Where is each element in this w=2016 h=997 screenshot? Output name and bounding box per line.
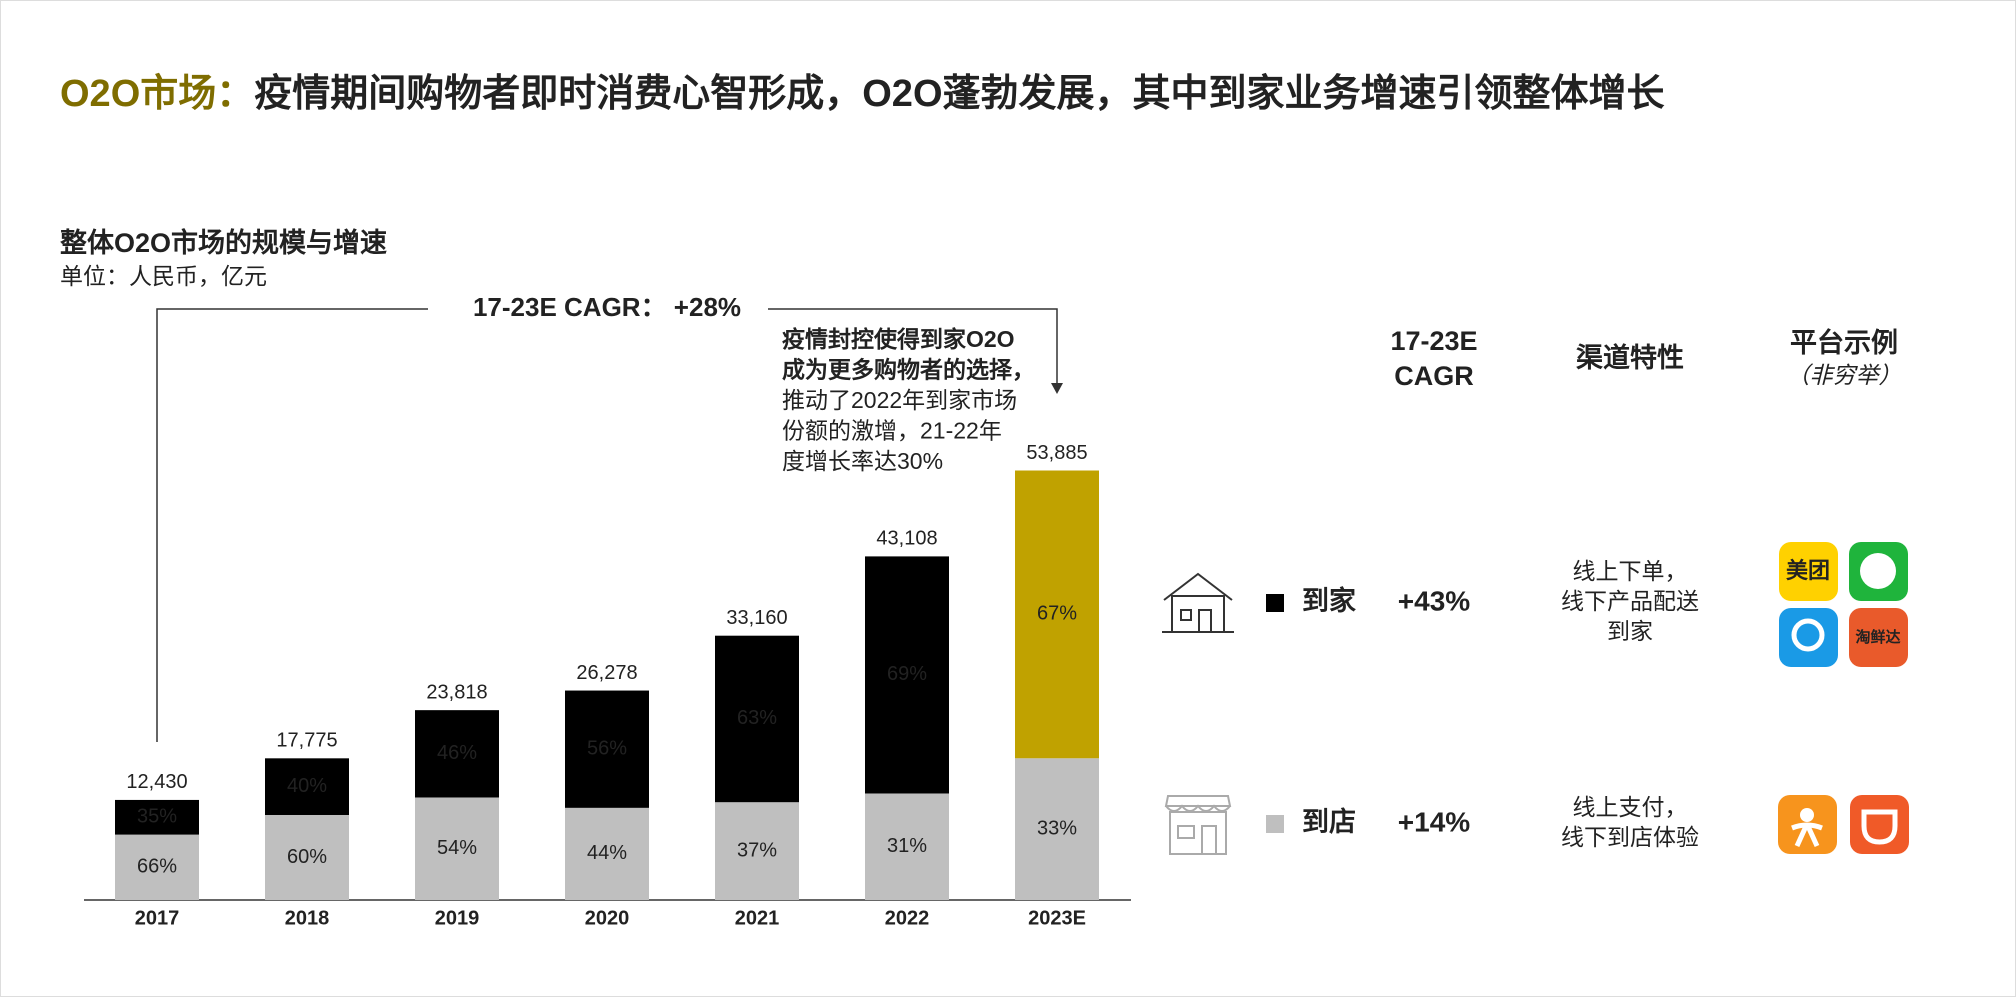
cagr-bg [428,292,768,326]
note-line: 成为更多购物者的选择， [782,357,1035,383]
segment-label: 40% [287,775,327,797]
bar-segment [115,834,199,900]
bar-segment [415,710,499,798]
dianping-icon-mark [1800,808,1814,822]
x-tick-label: 2020 [585,907,630,929]
segment-label: 54% [437,837,477,859]
note: 疫情封控使得到家O2O 成为更多购物者的选择， 推动了2022年到家市场份额的激增，… [782,326,1035,474]
header-cagr: 17-23E [1390,326,1477,356]
bar-segment [115,799,199,835]
bars: 2017 66% 35% 12,430 2018 60% 40% 17,775 2019 54% 4… [115,442,1099,929]
total-label: 43,108 [876,528,937,550]
chart-subtitle: 单位：人民币，亿元 [60,263,267,289]
bar-segment [715,635,799,803]
row-cagr: +43% [1398,585,1470,616]
taoxianda-icon [1849,608,1908,667]
slide-title: O2O市场：疫情期间购物者即时消费心智形成，O2O蓬勃发展，其中到家业务增速引领… [60,73,1665,115]
x-tick-label: 2022 [885,907,930,929]
total-label: 26,278 [576,662,637,684]
header-platform: 平台示例 [1790,327,1898,358]
x-tick-label: 2018 [285,907,330,929]
meituan-store-icon [1850,795,1909,854]
x-tick-label: 2023E [1028,907,1086,929]
segment-label: 66% [137,856,177,878]
eleme-icon-mark [1791,618,1825,652]
bar-segment [565,807,649,900]
segment-label: 33% [1037,817,1077,839]
chart-title: 整体O2O市场的规模与增速 [60,227,387,258]
eleme-icon [1779,608,1838,667]
segment-label: 35% [137,806,177,828]
segment-label: 63% [737,707,777,729]
note-line: 度增长率达30% [782,448,943,474]
row-desc: 线上下单， [1573,558,1688,584]
header-platform-note: （非穷举） [1787,362,1902,388]
note-line: 推动了2022年到家市场 [782,387,1017,413]
total-label: 17,775 [276,730,337,752]
home-icon [1162,572,1234,633]
note-line: 疫情封控使得到家O2O [782,326,1015,352]
x-tick-label: 2021 [735,907,780,929]
total-label: 12,430 [126,771,187,793]
bar-segment [715,802,799,900]
meituan-icon [1779,542,1838,601]
bar-segment [865,793,949,900]
bar-segment [265,814,349,900]
x-tick-label: 2017 [135,907,180,929]
bar-segment [1015,470,1099,759]
header-channel: 渠道特性 [1576,342,1684,373]
store-icon [1164,795,1232,855]
total-label: 53,885 [1026,442,1087,464]
row-desc: 线下到店体验 [1561,824,1699,850]
note-line: 份额的激增，21-22年 [782,418,1002,444]
title-text: 疫情期间购物者即时消费心智形成，O2O蓬勃发展，其中到家业务增速引领整体增长 [254,73,1664,115]
bar-segment [415,797,499,900]
cagr-label: 17-23E CAGR： +28% [473,292,741,322]
cagr-arrow [1051,383,1063,394]
x-tick-label: 2019 [435,907,480,929]
bar-segment [1015,758,1099,900]
segment-label: 44% [587,842,627,864]
segment-label: 67% [1037,603,1077,625]
segment-label: 31% [887,835,927,857]
platform-label: 美团 [1786,558,1830,583]
row-cagr: +14% [1398,806,1470,837]
row-desc: 线下产品配送 [1561,588,1699,614]
total-label: 23,818 [426,681,487,703]
row-desc: 到家 [1607,618,1653,644]
segment-label: 37% [737,839,777,861]
meituan-store-icon-mark [1861,809,1898,845]
platform-label: 淘鲜达 [1854,628,1900,646]
note-bg [775,325,1045,475]
header-cagr: CAGR [1394,361,1474,391]
segment-label: 56% [587,737,627,759]
legend-label: 到店 [1302,807,1356,837]
bar-segment [865,556,949,794]
title-highlight: O2O市场： [60,73,254,115]
jd-icon-face [1860,553,1896,589]
segment-label: 69% [887,663,927,685]
legend-label: 到家 [1302,585,1356,616]
segment-label: 60% [287,846,327,868]
total-label: 33,160 [726,607,787,629]
row-desc: 线上支付， [1573,794,1688,820]
segment-label: 46% [437,742,477,764]
legend-swatch [1266,815,1284,833]
bar-segment [565,690,649,808]
bar-segment [265,758,349,815]
legend-swatch [1266,594,1284,612]
dianping-icon-mark [1791,822,1823,848]
